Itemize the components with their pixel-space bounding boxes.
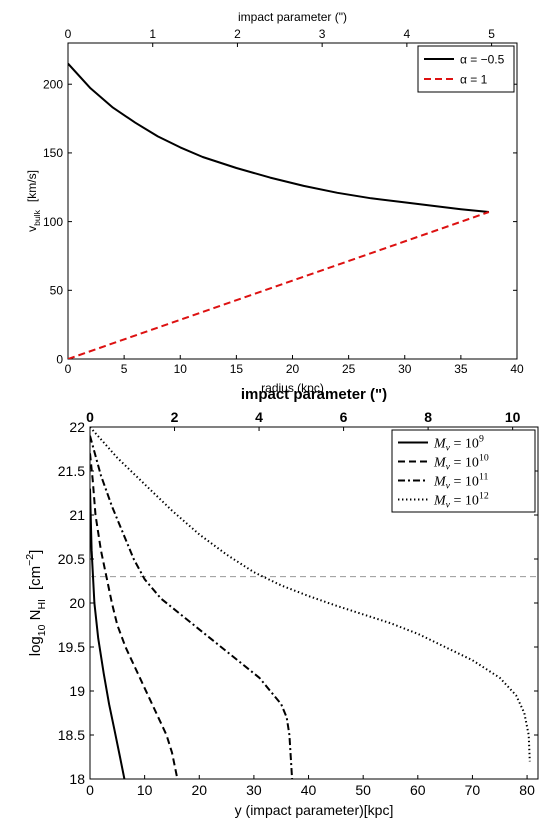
x-tick-label: 15 [230,362,244,376]
x-tick-label: 70 [465,782,481,798]
y-label-sub: 10 [36,624,48,636]
series-line-3 [90,427,531,762]
y-tick-label: 18.5 [58,727,85,743]
y-label-main: log [27,636,44,656]
top-axis-label: impact parameter (") [241,386,387,403]
y-label-sub: HI [36,599,48,610]
x-tick-label: 10 [137,782,153,798]
legend: α = −0.5 α = 1 [417,45,515,93]
legend-sub: v [446,443,451,454]
legend-label: α = −0.5 [460,52,505,66]
legend-sub: v [446,462,451,473]
y-label-main: v [25,226,39,232]
x-tick-label: 5 [121,362,128,376]
y-label-unit: [km/s] [25,170,39,202]
y-tick-label: 0 [56,352,63,366]
y-tick-label: 20 [69,595,85,611]
y-axis-label: vbulk [km/s] [25,170,42,232]
top-tick-label: 0 [86,409,94,425]
legend-box [391,429,536,513]
x-tick-label: 40 [301,782,317,798]
legend-label: Mv = 1011 [433,472,488,492]
x-axis-label: radius (kpc) [261,381,324,395]
y-axis-label: log10 NHI [cm−2] [24,550,48,657]
series-line-1 [68,211,490,359]
legend-name: M [433,456,447,471]
legend-name: M [433,494,447,509]
legend-name: α = 1 [460,72,488,86]
legend-sup: 12 [479,491,489,502]
x-tick-label: 10 [174,362,188,376]
series-line-0 [68,62,489,213]
legend-eq: = 10 [450,456,479,471]
top-tick-label: 2 [171,409,179,425]
y-tick-label: 19.5 [58,639,85,655]
top-tick-label: 4 [404,27,411,41]
top-tick-label: 10 [505,409,521,425]
top-chart: 0 5 10 15 20 25 30 35 40 0 50 100 150 200 0 1 2 3 4 5 impact… [25,10,524,395]
x-tick-label: 30 [246,782,262,798]
x-axis-label: y (impact parameter)[kpc] [235,802,394,818]
top-tick-label: 3 [319,27,326,41]
x-tick-label: 30 [398,362,412,376]
y-tick-label: 150 [43,146,63,160]
top-tick-label: 1 [149,27,156,41]
y-tick-label: 100 [43,215,63,229]
legend-label: α = 1 [460,72,488,86]
legend-eq: = 10 [450,494,479,509]
legend-sup: 10 [479,453,489,464]
legend-sup: 11 [479,472,489,483]
top-axis-label: impact parameter (") [238,10,347,24]
legend-sup: 9 [479,434,484,445]
y-tick-label: 19 [69,683,85,699]
x-tick-label: 50 [355,782,371,798]
x-tick-label: 20 [191,782,207,798]
legend-label: Mv = 1010 [433,453,489,473]
y-label-unit-end: ] [27,550,44,554]
x-tick-label: 60 [410,782,426,798]
series-line-2 [90,435,294,779]
y-label-sub: bulk [32,209,42,226]
y-tick-label: 200 [43,78,63,92]
y-tick-label: 22 [69,419,85,435]
bottom-chart: 0 10 20 30 40 50 60 70 801818.51919.52020.52121.… [24,386,539,818]
legend-name: M [433,475,447,490]
x-tick-label: 25 [342,362,356,376]
x-tick-label: 0 [65,362,72,376]
legend-sub: v [446,500,451,511]
top-tick-label: 6 [340,409,348,425]
series-line-1 [90,453,179,779]
y-label-mid: N [27,610,44,625]
legend-eq: = 10 [450,437,479,452]
top-tick-label: 0 [65,27,72,41]
top-tick-label: 2 [234,27,241,41]
y-tick-label: 21.5 [58,463,85,479]
y-label-sup: −2 [24,554,36,566]
y-tick-label: 20.5 [58,551,85,567]
x-tick-label: 35 [454,362,468,376]
legend-name: M [433,437,447,452]
top-tick-label: 5 [488,27,495,41]
legend-name: α = −0.5 [460,52,505,66]
legend-sub: v [446,481,451,492]
x-tick-label: 40 [510,362,524,376]
top-tick-label: 8 [424,409,432,425]
legend-label: Mv = 109 [433,434,484,454]
x-tick-label: 0 [86,782,94,798]
legend-eq: = 10 [450,475,479,490]
y-tick-label: 21 [69,507,85,523]
x-tick-label: 80 [519,782,535,798]
y-label-unit: [cm [27,566,44,590]
series-line-0 [90,488,126,779]
legend-box [417,45,515,93]
y-tick-label: 50 [50,284,64,298]
legend-label: Mv = 1012 [433,491,489,511]
y-tick-label: 18 [69,771,85,787]
top-tick-label: 4 [255,409,263,425]
x-tick-label: 20 [286,362,300,376]
